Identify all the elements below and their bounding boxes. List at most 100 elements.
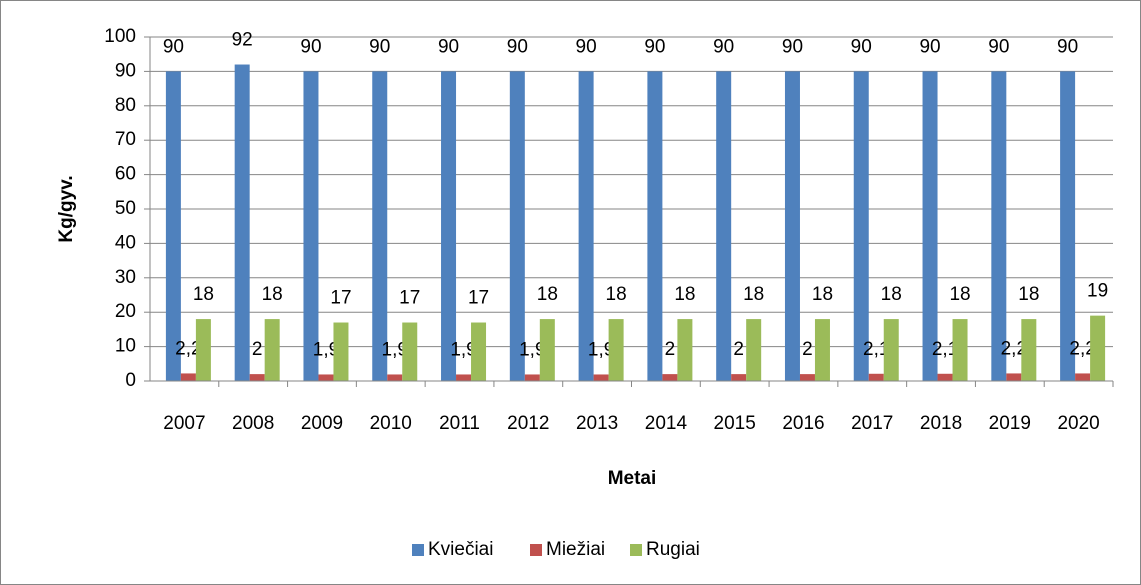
bar [1021,319,1037,381]
value-label: 17 [399,288,420,309]
bar [303,71,319,382]
x-tick-label: 2012 [507,413,549,434]
x-tick-label: 2008 [232,413,274,434]
bar [387,374,403,381]
bar [372,71,388,382]
bar [814,319,830,381]
bar [662,374,678,381]
bar [264,319,280,381]
value-label: 18 [606,284,627,305]
value-label: 1,9 [313,339,339,360]
bar [234,64,250,382]
bar [402,322,418,381]
x-tick-label: 2020 [1057,413,1099,434]
legend-label: Kviečiai [428,539,493,560]
value-label: 17 [330,288,351,309]
y-tick-label: 90 [115,60,136,81]
value-label: 2 [665,339,676,360]
bar [1075,373,1091,381]
y-tick-label: 80 [115,95,136,116]
bar [165,71,181,382]
value-label: 90 [851,36,872,57]
y-tick-label: 0 [125,370,136,391]
value-label: 18 [262,284,283,305]
bar [441,71,457,382]
x-tick-label: 2018 [920,413,962,434]
y-tick-label: 20 [115,301,136,322]
bar [539,319,555,381]
bar [509,71,525,382]
value-label: 18 [949,284,970,305]
value-label: 2 [733,339,744,360]
bar [731,374,747,381]
x-axis-title: Metai [608,468,657,489]
x-tick-label: 2014 [645,413,688,434]
value-label: 90 [369,36,390,57]
bar [524,374,540,381]
value-label: 90 [1057,36,1078,57]
legend-label: Miežiai [546,539,605,560]
bar [784,71,800,382]
bar [180,373,196,381]
bar [578,71,594,382]
y-tick-label: 50 [115,198,136,219]
value-label: 90 [576,36,597,57]
bar [991,71,1007,382]
value-label: 2,2 [1001,338,1027,359]
value-label: 90 [507,36,528,57]
value-label: 90 [438,36,459,57]
value-label: 1,9 [382,339,408,360]
bar [318,374,334,381]
y-tick-label: 100 [104,26,136,47]
bar [1090,315,1106,381]
value-label: 18 [537,284,558,305]
bar [471,322,487,381]
value-label: 17 [468,288,489,309]
bar [593,374,609,381]
value-label: 90 [782,36,803,57]
x-tick-label: 2015 [714,413,756,434]
value-label: 1,9 [588,339,614,360]
value-label: 2,1 [932,339,958,360]
bar [195,319,211,381]
bar [868,373,884,381]
value-label: 18 [812,284,833,305]
y-tick-label: 40 [115,232,136,253]
bar [249,374,265,381]
bar [853,71,869,382]
bar [677,319,693,381]
value-label: 2,1 [863,339,889,360]
legend-label: Rugiai [646,539,700,560]
bar [1006,373,1022,381]
value-label: 1,9 [519,339,545,360]
bar [952,319,968,381]
bar [883,319,899,381]
x-tick-label: 2013 [576,413,618,434]
bar [716,71,732,382]
bar [608,319,624,381]
value-label: 90 [988,36,1009,57]
value-label: 18 [193,284,214,305]
bar [1060,71,1076,382]
bar [937,373,953,381]
value-label: 2,2 [175,338,201,359]
value-label: 18 [881,284,902,305]
value-label: 18 [674,284,695,305]
x-tick-label: 2017 [851,413,893,434]
bar [333,322,349,381]
value-label: 2 [802,339,813,360]
legend-swatch [412,544,424,556]
value-label: 90 [644,36,665,57]
y-tick-label: 10 [115,336,136,357]
value-label: 1,9 [450,339,476,360]
bar [922,71,938,382]
value-label: 18 [743,284,764,305]
bar [799,374,815,381]
bar [647,71,663,382]
x-tick-label: 2009 [301,413,343,434]
legend-swatch [630,544,642,556]
y-tick-label: 60 [115,164,136,185]
